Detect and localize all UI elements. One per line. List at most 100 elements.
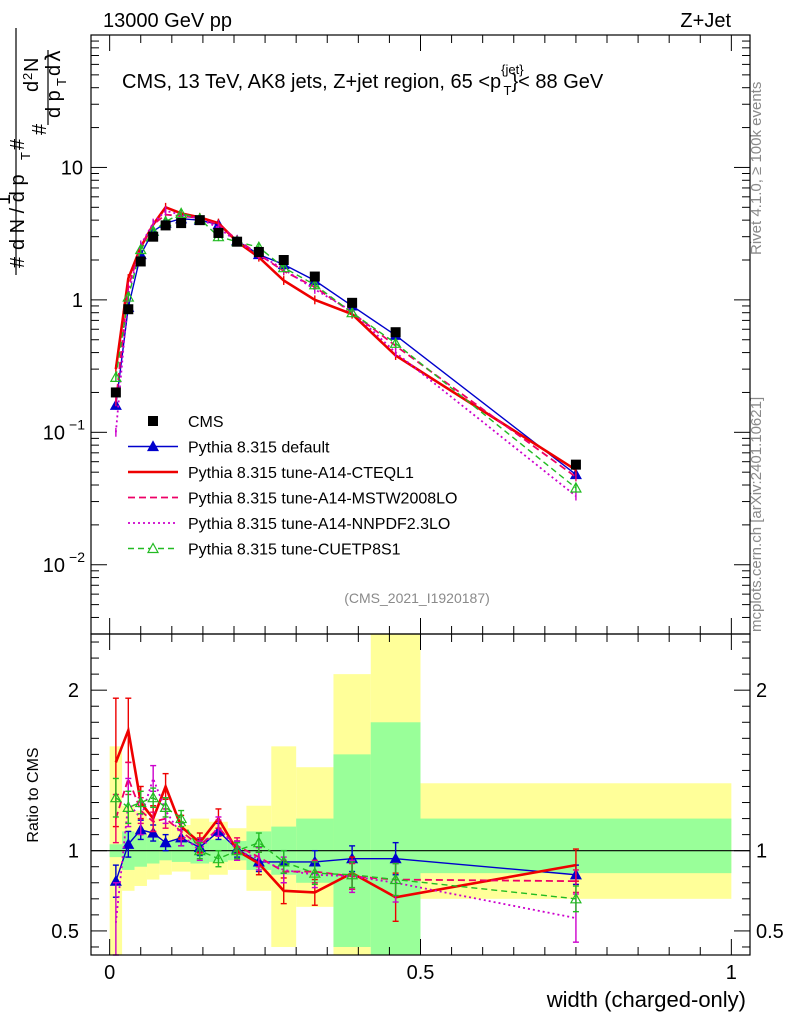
legend-series-label: Pythia 8.315 tune-A14-NNPDF2.3LO [188,516,450,533]
series-4-ratio-point [159,801,172,812]
series-4-ratio-point [569,892,582,904]
series-4-point [109,371,122,382]
cms-data-point [570,459,581,470]
series-4-point [277,261,290,273]
cms-data-point [148,231,159,242]
svg-text:d N / d p: d N / d p [7,174,29,250]
svg-text:T: T [18,152,33,160]
legend-series-marker [146,542,160,554]
series-3-line [114,209,577,497]
main-y-axis-label: # d N / d p T # 1 # d p T d λ d 2 N [0,28,69,275]
main-y-tick-exponent: −2 [69,549,85,565]
main-y-tick-label: 10 [43,422,65,444]
main-series-group [109,202,582,501]
ratio-y-tick-label-right: 0.5 [756,921,784,943]
svg-text:T: T [54,78,69,86]
chart-title: CMS, 13 TeV, AK8 jets, Z+jet region, 65 … [122,62,604,98]
series-0-ratio-point [389,852,402,864]
ratio-y-tick-label-right: 1 [756,841,767,863]
series-0-ratio-point [122,838,135,849]
cms-data-point [135,256,146,267]
ratio-y-tick-label-right: 2 [756,680,767,702]
series-4-ratio-point [346,868,359,880]
cms-data-point [390,327,401,338]
cms-data-point [347,297,358,308]
ratio-y-tick-label: 0.5 [51,921,79,943]
series-4-ratio-point [212,852,225,864]
series-4-ratio-point [308,866,321,878]
series-4-point [308,278,321,290]
collision-label: 13000 GeV pp [103,10,232,32]
series-4-ratio-point [122,801,135,812]
mcplots-source-label: mcplots.cern.ch [arXiv:2401.10621] [748,397,765,632]
svg-text:#: # [7,138,29,150]
cms-data-point [123,304,134,315]
legend-series-label: Pythia 8.315 default [188,440,330,457]
legend-cms-marker [148,416,158,426]
series-4-point [134,243,147,255]
series-4-point [175,207,188,218]
series-4-ratio-point [175,812,188,824]
series-0-ratio-point [147,826,160,838]
ratio-y-tick-label: 1 [68,841,79,863]
series-2-line [114,213,577,478]
series-2-ratio-line [115,775,576,883]
cms-data-point [176,218,187,229]
svg-text:d p: d p [43,90,65,118]
cms-data-point [253,246,264,257]
legend-series-label: Pythia 8.315 tune-A14-MSTW2008LO [188,491,457,508]
series-4-point [389,337,402,348]
svg-text:#: # [29,123,51,135]
main-y-tick-exponent: −1 [69,416,85,432]
rivet-version-label: Rivet 4.1.0, ≥ 100k events [748,82,765,255]
cms-data-point [278,255,289,266]
x-axis-label: width (charged-only) [546,987,746,1012]
svg-text:1: 1 [0,194,15,205]
series-4-ratio-point [147,791,160,803]
series-4-ratio-point [389,873,402,885]
process-label: Z+Jet [680,10,731,32]
cms-data-point [309,271,320,282]
main-y-tick-label: 10 [61,157,83,179]
legend: CMS Pythia 8.315 default Pythia 8.315 tune… [128,414,457,559]
cms-data-point [160,220,171,231]
svg-text:d: d [43,65,65,76]
ratio-series-group [91,697,750,956]
series-4-ratio-point [193,844,206,856]
main-y-tick-label: 10 [43,555,65,577]
cms-data-point [232,236,243,247]
x-tick-label: 0 [104,962,115,984]
svg-text:#: # [7,256,29,268]
series-1-line [114,205,577,472]
ratio-y-axis-label: Ratio to CMS [25,747,42,842]
analysis-id-label: (CMS_2021_I1920187) [344,590,490,606]
series-4-ratio-point [252,836,265,848]
main-y-tick-label: 1 [72,290,83,312]
legend-series-label: Pythia 8.315 tune-A14-CTEQL1 [188,465,414,482]
svg-text:2: 2 [20,73,35,80]
legend-series-label: Pythia 8.315 tune-CUETP8S1 [188,542,401,559]
svg-text:λ: λ [41,50,65,62]
cms-data-point [194,215,205,226]
series-4-point [122,290,135,302]
series-4-line [115,212,577,489]
ratio-uncertainty-bands [109,634,732,955]
series-4-point [569,481,582,493]
ratio-y-tick-label: 2 [68,680,79,702]
series-4-ratio-point [134,796,147,808]
cms-data-point [213,227,224,238]
x-tick-label: 0.5 [407,962,435,984]
x-tick-label: 1 [726,962,737,984]
series-0-line [115,218,577,476]
cms-data-point [110,387,121,398]
series-4-ratio-point [277,855,290,867]
series-0-ratio-point [159,836,172,848]
legend-series-marker [146,440,160,452]
series-4-ratio-point [109,791,122,803]
series-4-ratio-point [231,844,244,856]
series-4-point [346,306,359,318]
svg-text:d: d [21,81,43,92]
legend-cms-label: CMS [188,414,224,431]
